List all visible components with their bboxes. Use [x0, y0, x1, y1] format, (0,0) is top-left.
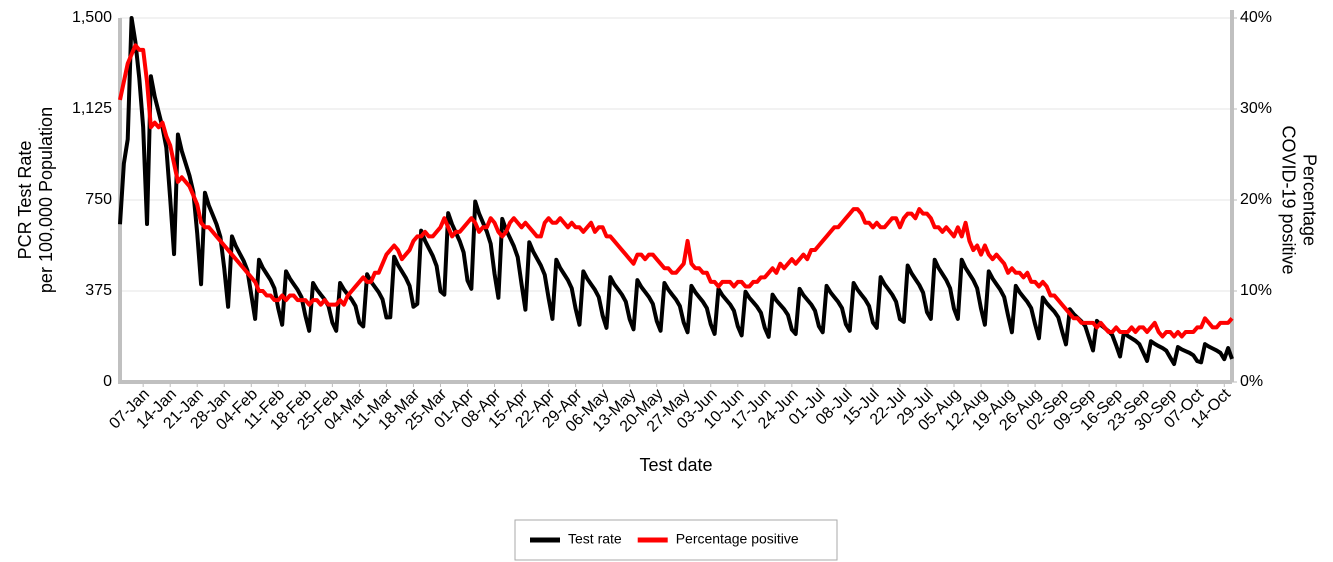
- legend-box: [514, 519, 838, 561]
- y-axis-title-line: per 100,000 Population: [36, 107, 56, 293]
- y-axis-title-line: PCR Test Rate: [15, 141, 35, 260]
- y-tick-label: 375: [85, 282, 112, 299]
- series-line: [118, 43, 1234, 339]
- legend-label: Test rate: [568, 531, 622, 547]
- y-tick-label: 0: [103, 373, 112, 390]
- series-line: [118, 16, 1234, 367]
- y2-tick-label: 40%: [1240, 9, 1272, 26]
- y2-tick-label: 0%: [1240, 373, 1263, 390]
- y-axis-title: PCR Test Rate per 100,000 Population: [15, 107, 56, 293]
- y-tick-label: 750: [85, 191, 112, 208]
- y2-axis-title-line: COVID-19 positive: [1278, 125, 1298, 274]
- y-tick-label: 1,500: [72, 9, 112, 26]
- y2-tick-label: 10%: [1240, 282, 1272, 299]
- y2-axis-title-line: Percentage: [1299, 154, 1319, 246]
- y2-axis-title: Percentage COVID-19 positive: [1278, 125, 1319, 274]
- y-tick-label: 1,125: [72, 100, 112, 117]
- y2-tick-label: 20%: [1240, 191, 1272, 208]
- x-axis-title: Test date: [639, 455, 712, 475]
- y2-tick-label: 30%: [1240, 100, 1272, 117]
- legend-label: Percentage positive: [676, 531, 799, 547]
